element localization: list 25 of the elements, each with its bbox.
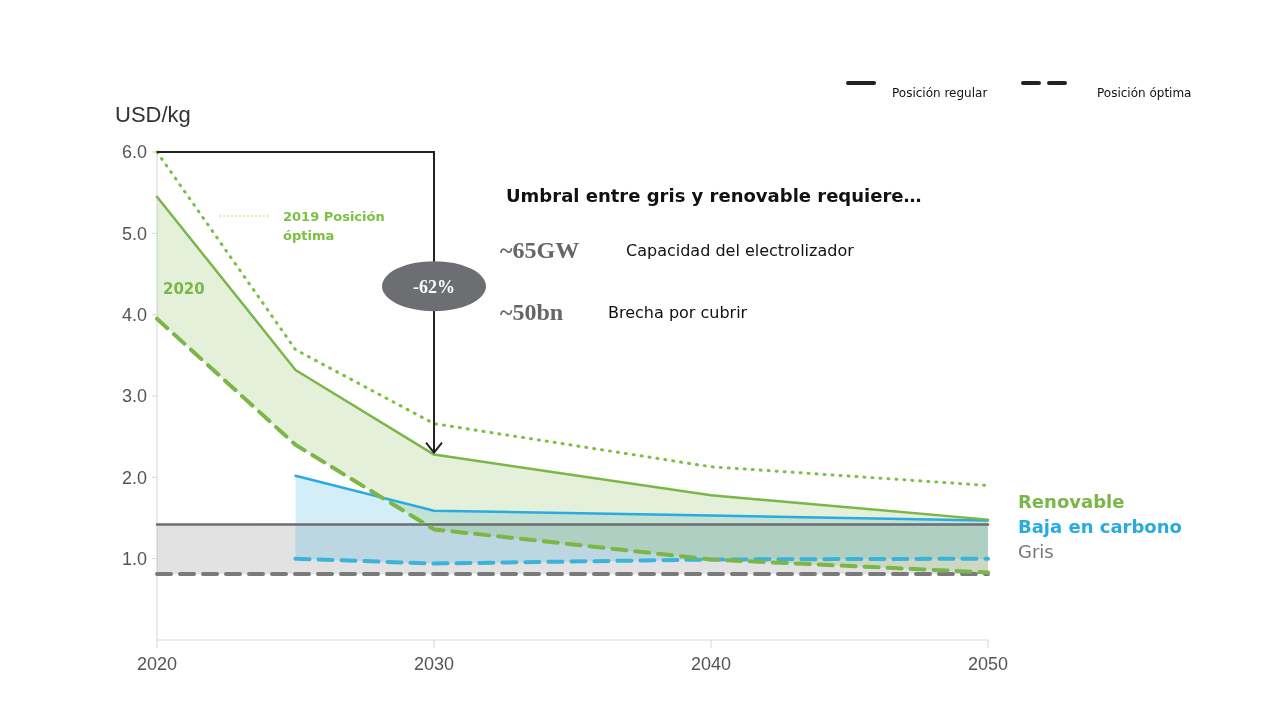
annotation: 2020 [163,280,205,299]
annotation: Capacidad del electrolizador [626,241,855,260]
x-tick-label: 2030 [413,654,455,674]
y-tick-label: 3.0 [121,386,147,407]
x-tick-label: 2050 [967,654,1009,674]
annotation: -62% [413,276,455,297]
text: Posición regular [892,86,988,100]
y-tick-label: 2.0 [121,467,147,488]
series-label: Renovable [1018,491,1125,512]
y-tick-label: 5.0 [121,223,147,244]
line-series [294,474,990,522]
annotation: ~50bn [500,299,564,325]
series-label: Baja en carbono [1018,516,1182,537]
annotation: Brecha por cubrir [608,303,748,322]
y-axis-title: USD/kg [115,102,191,127]
series-label: Gris [1018,541,1054,562]
y-tick-label: 4.0 [121,304,147,325]
annotation: ~65GW [500,237,580,263]
text: Posición óptima [1097,86,1192,100]
legend-label: 2019 Posición óptima [283,209,385,243]
x-tick-label: 2020 [136,654,178,674]
y-tick-label: 6.0 [121,142,147,163]
x-tick-label: 2040 [690,654,732,674]
annotation: Umbral entre gris y renovable requiere… [506,185,922,206]
y-tick-label: 1.0 [121,548,147,569]
